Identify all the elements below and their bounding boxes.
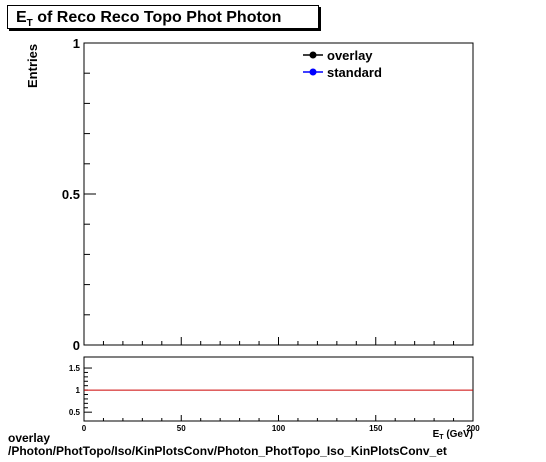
ratio-y-tick-label: 1 [76, 386, 81, 395]
y-tick-label: 0 [73, 338, 80, 353]
ratio-y-tick-label: 0.5 [69, 408, 81, 417]
ratio-x-tick-label: 100 [272, 424, 286, 433]
footer-line-2: /Photon/PhotTopo/Iso/KinPlotsConv/Photon… [8, 444, 447, 458]
footer-line-1: overlay [8, 431, 51, 445]
ratio-x-tick-label: 50 [177, 424, 186, 433]
ratio-x-tick-label: 200 [466, 424, 480, 433]
legend-overlay-marker [309, 51, 317, 59]
legend: overlay standard [303, 48, 382, 80]
legend-standard-marker [309, 68, 317, 76]
y-tick-label: 1 [73, 36, 80, 51]
ratio-x-tick-label: 150 [369, 424, 383, 433]
ratio-x-tick-label: 0 [82, 424, 87, 433]
ratio-plot-frame [83, 356, 474, 422]
chart-title: ET of Reco Reco Topo Phot Photon [16, 9, 282, 30]
legend-standard-label: standard [327, 65, 382, 80]
footer: overlay /Photon/PhotTopo/Iso/KinPlotsCon… [8, 432, 447, 458]
x-axis-label: ET (GeV) [433, 429, 473, 441]
legend-overlay-label: overlay [327, 48, 373, 63]
main-plot-frame [83, 42, 474, 346]
y-tick-label: 0.5 [62, 187, 80, 202]
title-box: ET of Reco Reco Topo Phot Photon [7, 5, 319, 29]
ratio-y-tick-label: 1.5 [69, 364, 81, 373]
y-axis-label: Entries [25, 44, 40, 88]
